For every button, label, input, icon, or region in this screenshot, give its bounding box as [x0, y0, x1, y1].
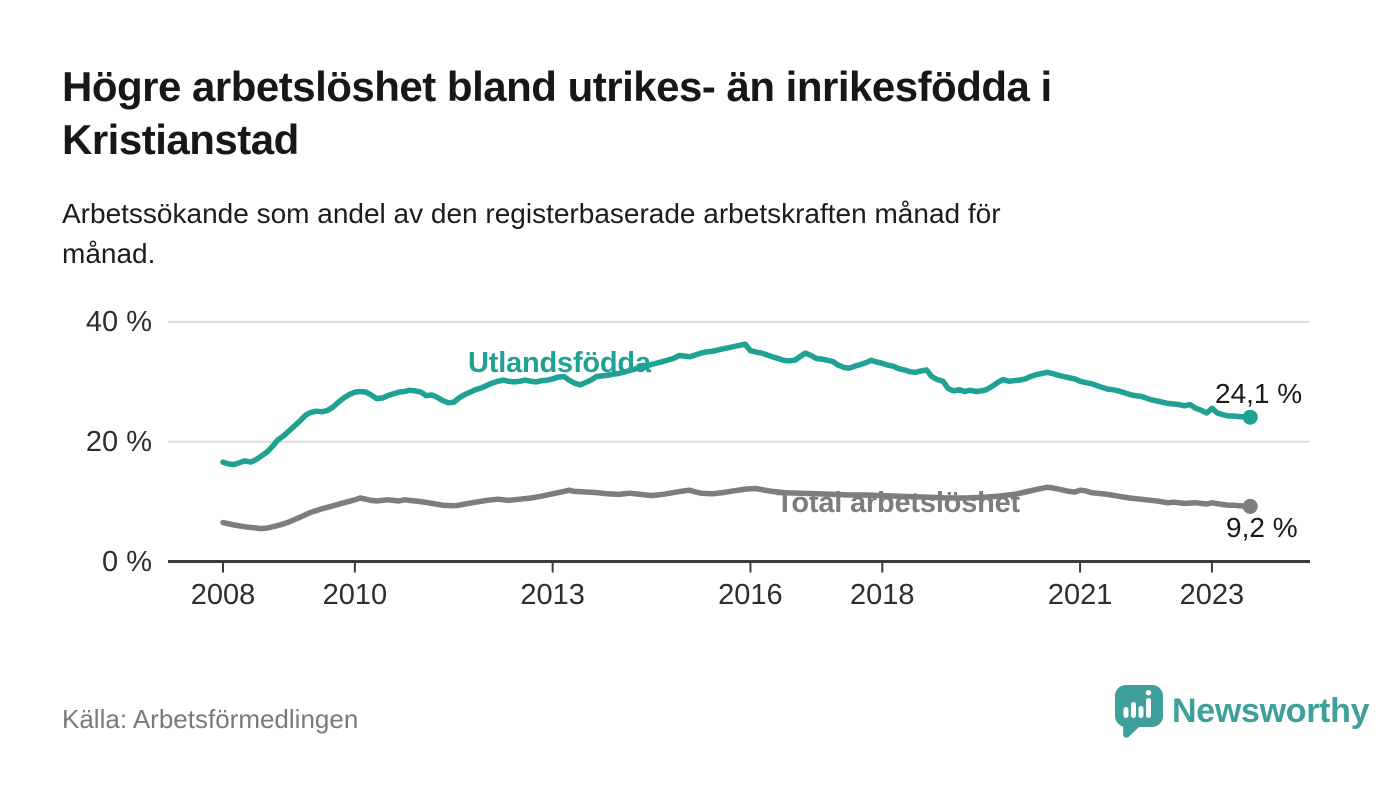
- series-line-0: [220, 341, 1253, 468]
- newsworthy-logo-icon: [1115, 685, 1163, 738]
- series-end-dot-0: [1242, 409, 1258, 425]
- series-line-1: [220, 484, 1253, 532]
- x-tick-label-2016: 2016: [718, 579, 783, 611]
- y-tick-label-40: 40 %: [85, 306, 152, 338]
- end-value-label-utlandsfodda: 24,1 %: [1215, 378, 1303, 409]
- y-tick-label-0: 0 %: [102, 545, 152, 578]
- page-subtitle: Arbetssökande som andel av den registerb…: [62, 198, 1001, 269]
- series-label-utlandsfodda: Utlandsfödda: [468, 347, 651, 379]
- series-label-total-arbetsloshet: Total arbetslöshet: [776, 487, 1021, 519]
- page-title: Högre arbetslöshet bland utrikes- än inr…: [62, 63, 1052, 163]
- x-tick-label-2018: 2018: [850, 579, 915, 611]
- x-tick-label-2008: 2008: [190, 579, 256, 611]
- x-tick-label-2021: 2021: [1047, 579, 1113, 611]
- newsworthy-logo: Newsworthy: [1115, 684, 1370, 739]
- source-note: Källa: Arbetsförmedlingen: [62, 704, 359, 734]
- x-tick-label-2010: 2010: [322, 579, 388, 611]
- x-tick-label-2023: 2023: [1179, 579, 1245, 611]
- newsworthy-logo-text: Newsworthy: [1172, 692, 1370, 730]
- series-end-dot-1: [1242, 498, 1258, 514]
- x-tick-label-2013: 2013: [520, 579, 585, 611]
- y-tick-label-20: 20 %: [85, 425, 152, 458]
- end-value-label-total: 9,2 %: [1226, 512, 1298, 543]
